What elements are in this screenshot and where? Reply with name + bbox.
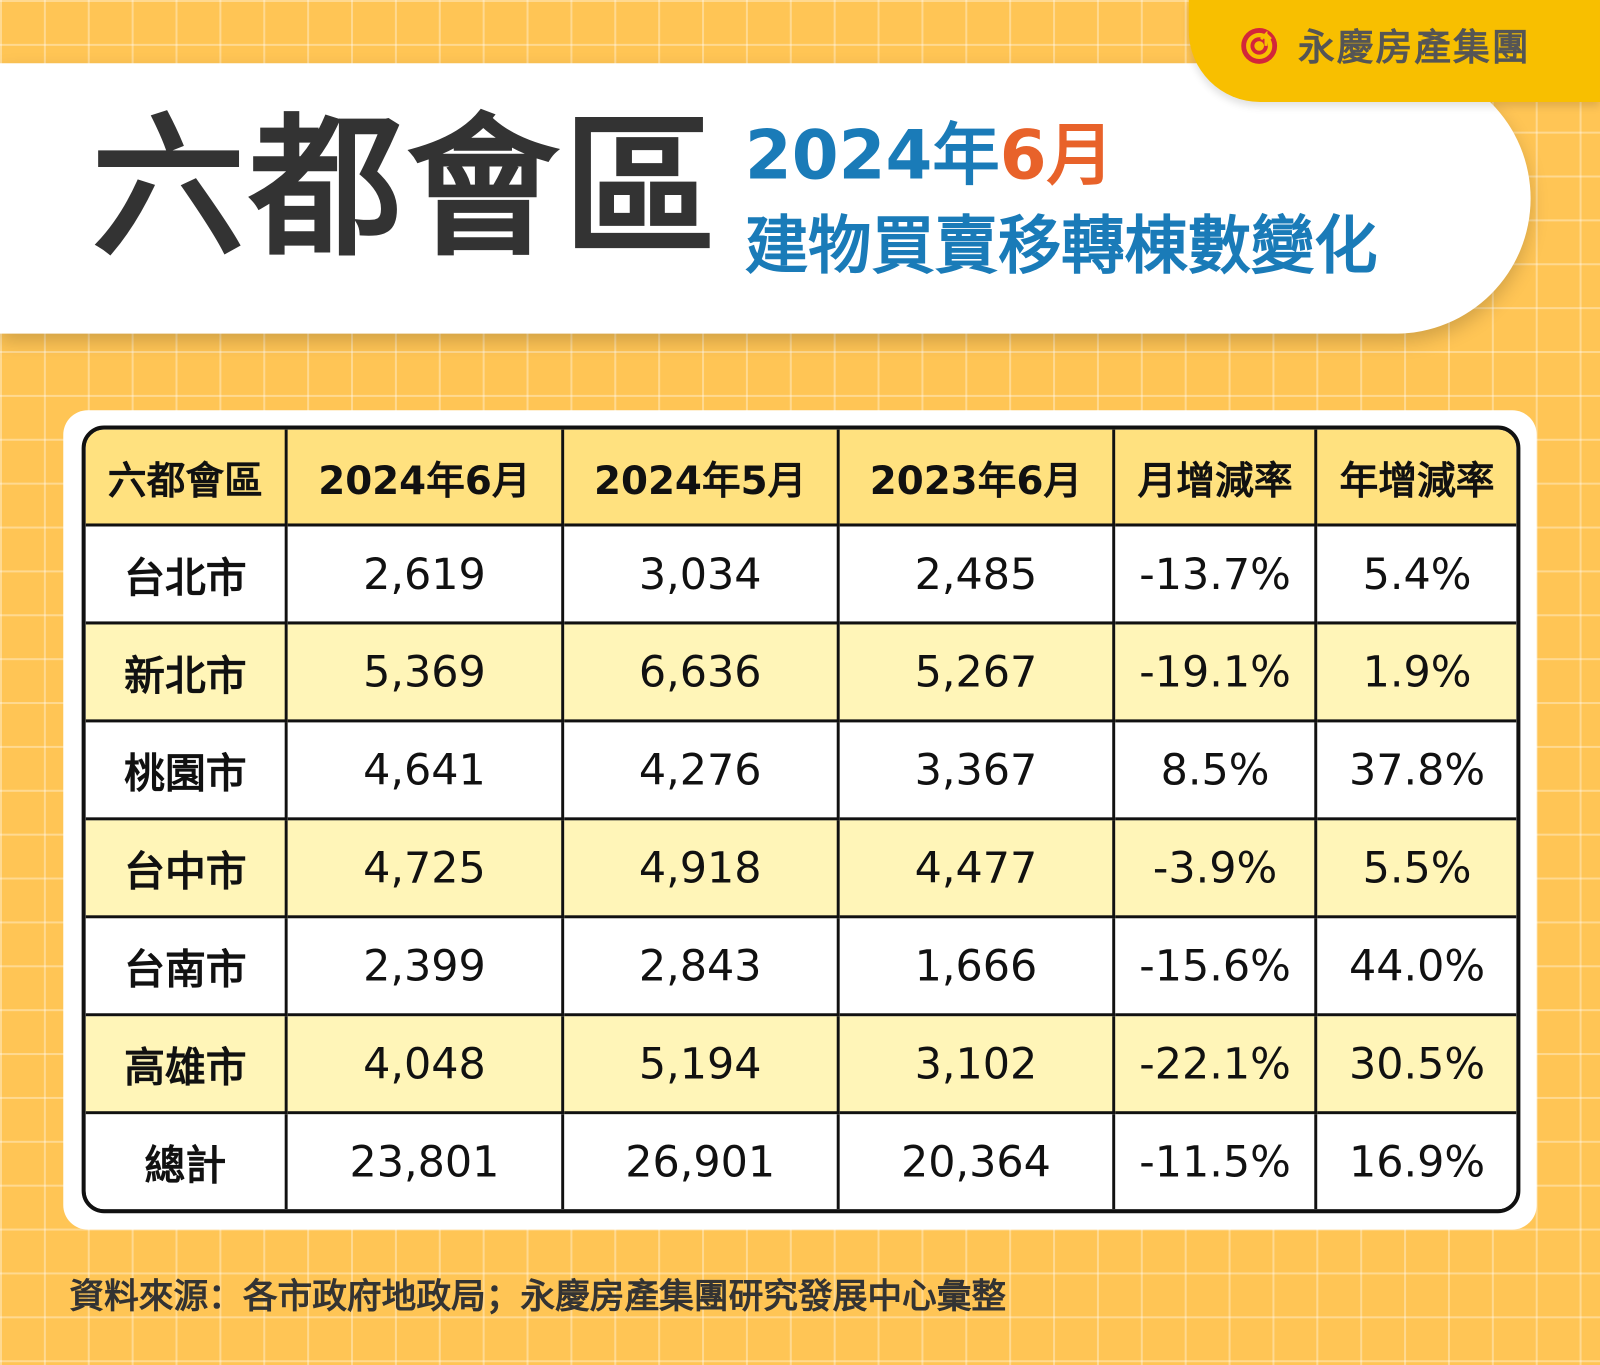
column-header: 六都會區 — [85, 429, 289, 527]
table-cell: 1.9% — [1317, 624, 1517, 723]
table-cell: 20,364 — [839, 1114, 1116, 1210]
table-row: 台北市 2,619 3,034 2,485 -13.7% 5.4% — [85, 526, 1517, 625]
table-cell: 44.0% — [1317, 918, 1517, 1017]
table-cell: 4,918 — [563, 820, 840, 919]
table-cell: 4,048 — [288, 1016, 564, 1115]
table-cell: 4,641 — [288, 722, 564, 821]
table-cell: 8.5% — [1115, 722, 1318, 821]
column-header: 2024年6月 — [288, 429, 564, 527]
header-row: 六都會區 2024年6月 2024年5月 2023年6月 月增減率 年增減率 — [85, 429, 1517, 527]
table-cell: 6,636 — [563, 624, 840, 723]
circular-arrow-logo-icon — [1241, 27, 1278, 64]
subtitle: 建物買賣移轉棟數變化 — [744, 208, 1378, 283]
column-header: 年增減率 — [1317, 429, 1517, 527]
table-cell: 5,267 — [839, 624, 1116, 723]
table-cell: -13.7% — [1115, 526, 1318, 625]
row-label: 總計 — [85, 1114, 289, 1210]
table-cell: 2,399 — [288, 918, 564, 1017]
brand-name: 永慶房產集團 — [1297, 27, 1531, 70]
table-row: 新北市 5,369 6,636 5,267 -19.1% 1.9% — [85, 624, 1517, 723]
table-cell: 2,485 — [839, 526, 1116, 625]
total-row: 總計 23,801 26,901 20,364 -11.5% 16.9% — [85, 1114, 1517, 1210]
table-cell: 23,801 — [288, 1114, 564, 1210]
table-cell: 3,102 — [839, 1016, 1116, 1115]
table-cell: 4,477 — [839, 820, 1116, 919]
table-cell: 5.4% — [1317, 526, 1517, 625]
table-cell: 4,725 — [288, 820, 564, 919]
table-cell: 4,276 — [563, 722, 840, 821]
row-label: 桃園市 — [85, 722, 289, 821]
table-cell: 3,034 — [563, 526, 840, 625]
data-table: 六都會區 2024年6月 2024年5月 2023年6月 月增減率 年增減率 台北市 2,6… — [81, 425, 1521, 1214]
table-cell: -11.5% — [1115, 1114, 1318, 1210]
table-cell: 2,843 — [563, 918, 840, 1017]
column-header: 月增減率 — [1115, 429, 1318, 527]
table-row: 高雄市 4,048 5,194 3,102 -22.1% 30.5% — [85, 1016, 1517, 1115]
table-row: 桃園市 4,641 4,276 3,367 8.5% 37.8% — [85, 722, 1517, 821]
table-cell: -15.6% — [1115, 918, 1318, 1017]
table-cell: 1,666 — [839, 918, 1116, 1017]
subtitle-year: 2024年 — [744, 116, 1000, 195]
subtitle-date: 2024年6月 — [745, 122, 1114, 189]
column-header: 2024年5月 — [563, 429, 840, 527]
table-cell: 2,619 — [288, 526, 564, 625]
subtitle-month: 6月 — [999, 116, 1114, 195]
table-cell: 5,369 — [288, 624, 564, 723]
table-cell: 16.9% — [1317, 1114, 1517, 1210]
title-card — [0, 63, 1531, 334]
row-label: 台北市 — [85, 526, 289, 625]
row-label: 台南市 — [85, 918, 289, 1017]
table-cell: -22.1% — [1115, 1016, 1318, 1115]
table-cell: 37.8% — [1317, 722, 1517, 821]
table-cell: 5.5% — [1317, 820, 1517, 919]
row-label: 台中市 — [85, 820, 289, 919]
column-header: 2023年6月 — [839, 429, 1116, 527]
table-cell: -3.9% — [1115, 820, 1318, 919]
table-cell: 3,367 — [839, 722, 1116, 821]
row-label: 高雄市 — [85, 1016, 289, 1115]
source-note: 資料來源：各市政府地政局；永慶房產集團研究發展中心彙整 — [69, 1276, 1007, 1318]
table-cell: 30.5% — [1317, 1016, 1517, 1115]
table-row: 台南市 2,399 2,843 1,666 -15.6% 44.0% — [85, 918, 1517, 1017]
main-title: 六都會區 — [91, 99, 721, 278]
table-cell: 26,901 — [563, 1114, 840, 1210]
table-cell: -19.1% — [1115, 624, 1318, 723]
table-row: 台中市 4,725 4,918 4,477 -3.9% 5.5% — [85, 820, 1517, 919]
row-label: 新北市 — [85, 624, 289, 723]
table-cell: 5,194 — [563, 1016, 840, 1115]
